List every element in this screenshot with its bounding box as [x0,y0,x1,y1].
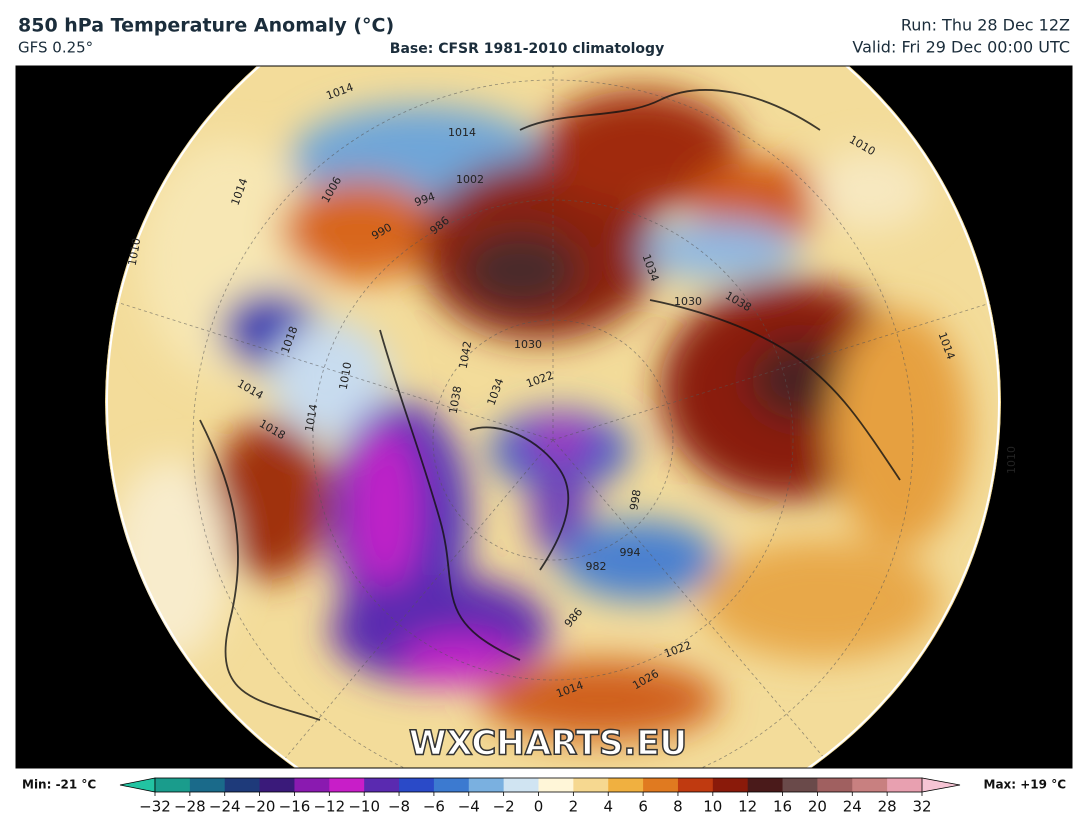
colorbar-tick-label: 4 [603,798,613,816]
colorbar-segment [677,778,714,792]
isobar-label: 1010 [1005,446,1018,474]
colorbar-tick-label: −8 [388,798,410,816]
colorbar-tick-label: −2 [493,798,515,816]
colorbar-tick-label: 8 [673,798,683,816]
colorbar-segment [503,778,539,792]
colorbar-tick-label: 16 [773,798,792,816]
colorbar-tick-label: −10 [348,798,380,816]
valid: Valid: Fri 29 Dec 00:00 UTC [852,38,1070,57]
run: Run: Thu 28 Dec 12Z [901,16,1070,35]
isobar-label: 1002 [456,173,484,186]
colorbar-tick-label: −12 [313,798,345,816]
isobar-label: 1010 [337,361,355,391]
colorbar-segment [573,778,609,792]
isobar-label: 1030 [514,338,542,351]
colorbar-tick-label: 6 [638,798,648,816]
colorbar-tick-label: −32 [139,798,171,816]
colorbar-segment [399,778,435,792]
colorbar-tick-label: 0 [534,798,544,816]
colorbar-tick-label: −20 [244,798,276,816]
colorbar-tick-label: −28 [174,798,206,816]
colorbar-segment [224,778,261,792]
isobar-label: 982 [586,560,607,573]
isobar-label: 998 [627,488,643,511]
colorbar-tick-label: 32 [912,798,931,816]
colorbar-segment [364,778,400,792]
colorbar-tick-label: 24 [843,798,862,816]
colorbar-tick-label: 10 [703,798,722,816]
watermark: WXCHARTS.EU [409,724,687,764]
colorbar-tick-label: −6 [423,798,445,816]
colorbar-segment [608,778,644,792]
colorbar-segment [155,778,191,792]
isobar-label: 1014 [448,126,476,139]
colorbar-tick-label: −16 [279,798,311,816]
isobar-label: 1042 [457,340,475,370]
colorbar-segment [259,778,295,792]
colorbar-segment [782,778,818,792]
isobar-label: 1010 [126,237,144,267]
colorbar-over [921,777,961,793]
colorbar-tick-label: 20 [808,798,827,816]
min-label: Min: -21 °C [22,778,96,792]
colorbar-tick-label: 12 [738,798,757,816]
colorbar-segment [538,778,574,792]
colorbar-segment [468,778,505,792]
max-label: Max: +19 °C [984,778,1067,792]
colorbar-segment [712,778,749,792]
colorbar-tick-label: −24 [209,798,241,816]
map-border [15,65,1073,769]
colorbar-segment [329,778,365,792]
colorbar-segment [643,778,679,792]
colorbar-segment [294,778,330,792]
model: GFS 0.25° [18,39,93,57]
colorbar-segment [189,778,226,792]
colorbar-under [119,777,156,793]
colorbar-tick-label: −4 [458,798,480,816]
colorbar-segment [433,778,470,792]
isobar-label: 994 [620,546,641,559]
colorbar-tick-label: 28 [878,798,897,816]
isobar-label: 1014 [303,403,321,433]
colorbar-segment [887,778,923,792]
colorbar: −32 −28 −24 −20 −16 −12 −10 −8 −6 −4 −2 0 2 4 6 8 10 12 16… [119,777,961,816]
base: Base: CFSR 1981-2010 climatology [390,41,664,57]
isobar-label: 1030 [674,295,702,308]
colorbar-tick-label: 2 [569,798,579,816]
colorbar-segment [852,778,888,792]
map-disc [105,66,1001,768]
title: 850 hPa Temperature Anomaly (°C) [18,15,394,37]
isobar-label: 1038 [447,385,465,415]
colorbar-segment [747,778,784,792]
colorbar-segment [817,778,853,792]
